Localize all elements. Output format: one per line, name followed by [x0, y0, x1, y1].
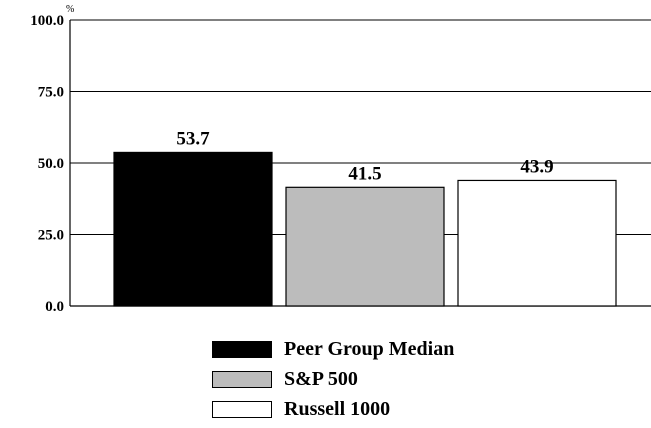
- data-label: 41.5: [348, 163, 381, 184]
- legend-label: Peer Group Median: [284, 337, 455, 360]
- legend-swatch: [212, 340, 272, 358]
- legend-label: Russell 1000: [284, 397, 391, 420]
- bar: [457, 179, 617, 307]
- legend: Peer Group Median S&P 500 Russell 1000: [212, 334, 454, 424]
- y-tick-label: 75.0: [38, 85, 64, 101]
- legend-swatch: [212, 400, 272, 418]
- bar: [285, 186, 445, 307]
- bar: [113, 151, 273, 307]
- bars: [113, 151, 617, 307]
- y-tick-label: 25.0: [38, 228, 64, 244]
- y-tick-label: 50.0: [38, 156, 64, 172]
- bar-chart: % 100.0 75.0 50.0 25.0 0.0 53.7 41.5 43.9: [30, 4, 651, 315]
- legend-swatch: [212, 370, 272, 388]
- y-tick-label: 0.0: [45, 299, 64, 315]
- legend-label: S&P 500: [284, 367, 358, 390]
- legend-item-sp-500: S&P 500: [212, 364, 454, 394]
- data-labels: 53.7 41.5 43.9: [176, 128, 553, 184]
- data-label: 53.7: [176, 128, 210, 149]
- legend-item-russell-1000: Russell 1000: [212, 394, 454, 424]
- y-tick-labels: 100.0 75.0 50.0 25.0 0.0: [30, 13, 64, 315]
- y-tick-label: 100.0: [30, 13, 64, 29]
- data-label: 43.9: [520, 156, 553, 177]
- y-unit-label: %: [66, 4, 74, 15]
- legend-item-peer-group-median: Peer Group Median: [212, 334, 454, 364]
